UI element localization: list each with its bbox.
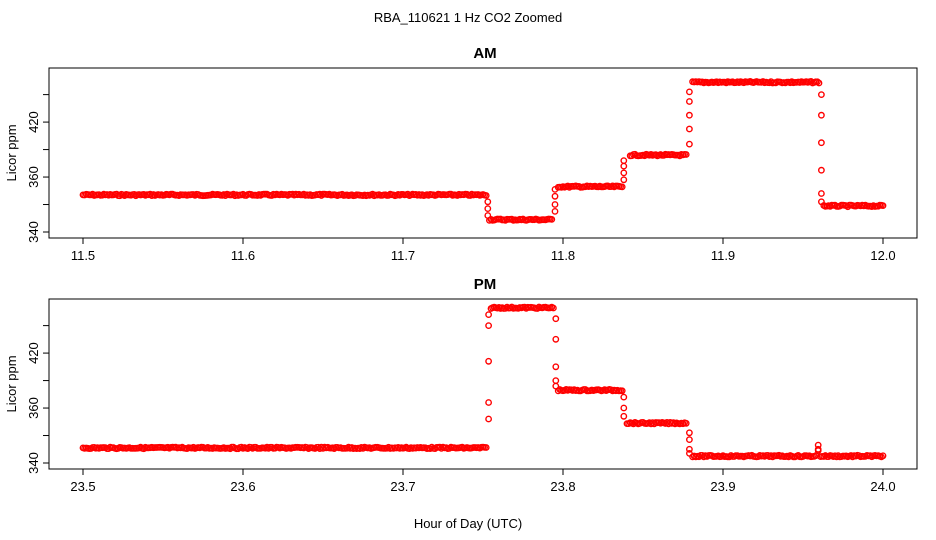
am-transition-3-point [686, 111, 693, 119]
am-transition-0-point [484, 212, 492, 219]
panel-am-x-axis: 11.5 11.6 11.7 11.8 11.9 12.0 [71, 238, 896, 263]
am-x-tick-label: 11.6 [231, 248, 255, 263]
am-plateau-3-point [682, 151, 690, 158]
am-plateau-0-point [482, 192, 490, 199]
figure-xlabel: Hour of Day (UTC) [414, 516, 522, 531]
pm-transition-1-point [552, 377, 560, 384]
panel-am: AM 11.5 11.6 11.7 11.8 11.9 12.0 340 360 420 Li… [4, 45, 918, 263]
pm-transition-4-point [814, 445, 822, 453]
am-transition-4-point [818, 111, 825, 119]
panel-pm-title: PM [474, 276, 497, 293]
am-transition-1-point [551, 207, 559, 215]
am-plateau-4-point [815, 79, 823, 87]
am-x-tick-label: 11.7 [391, 248, 415, 263]
pm-plateau-0-point [482, 444, 490, 451]
panel-am-ylabel: Licor ppm [4, 124, 19, 181]
am-x-tick-label: 12.0 [870, 248, 895, 263]
pm-x-tick-label: 23.7 [390, 479, 415, 494]
pm-transition-3-point [686, 449, 693, 457]
pm-transition-3-point [686, 429, 693, 437]
am-plateau-5-point [879, 202, 887, 210]
am-transition-0-point [484, 205, 492, 213]
am-transition-0-point [484, 198, 492, 206]
pm-x-tick-label: 23.8 [550, 479, 575, 494]
panel-pm-frame [48, 298, 918, 470]
pm-transition-0-point [485, 311, 492, 318]
am-transition-3-point [686, 98, 693, 105]
pm-transition-0-point [485, 415, 492, 423]
am-plateau-1-point [548, 215, 556, 223]
am-y-tick-label: 420 [26, 111, 41, 133]
panel-pm-points [79, 303, 887, 461]
panel-am-title: AM [473, 45, 496, 62]
pm-transition-0-point [485, 322, 492, 329]
pm-transition-1-point [552, 315, 560, 323]
pm-transition-1-point [552, 363, 560, 371]
pm-transition-2-point [620, 393, 628, 401]
pm-transition-4-point [814, 441, 822, 449]
panel-pm-ylabel: Licor ppm [4, 355, 19, 412]
pm-plateau-5-point [879, 452, 887, 460]
pm-x-tick-label: 23.5 [70, 479, 95, 494]
panel-pm-y-axis: 340 360 420 [26, 325, 49, 474]
am-x-tick-label: 11.5 [71, 248, 95, 263]
pm-transition-2-point [620, 404, 628, 412]
panel-pm: PM 23.5 23.6 23.7 23.8 23.9 24.0 340 360 420 Li… [4, 276, 918, 494]
pm-y-tick-label: 340 [26, 452, 41, 474]
am-transition-1-point [551, 185, 559, 193]
am-transition-2-point [620, 176, 628, 184]
am-transition-4-point [818, 139, 825, 147]
pm-x-tick-label: 23.6 [230, 479, 255, 494]
pm-plateau-1-point [550, 304, 557, 312]
am-transition-4-point [818, 166, 825, 174]
am-x-tick-label: 11.8 [551, 248, 575, 263]
am-transition-1-point [551, 192, 559, 200]
pm-transition-2-point [620, 412, 628, 420]
am-transition-3-point [686, 125, 693, 133]
am-transition-3-point [686, 88, 693, 96]
am-y-tick-label: 340 [26, 221, 41, 243]
pm-plateau-3-point [682, 419, 690, 427]
figure-suptitle: RBA_110621 1 Hz CO2 Zoomed [374, 10, 562, 25]
pm-transition-0-point [485, 357, 492, 365]
pm-x-tick-label: 24.0 [870, 479, 895, 494]
panel-am-y-axis: 340 360 420 [26, 94, 49, 243]
am-plateau-2-point [618, 183, 626, 191]
am-transition-2-point [620, 169, 628, 177]
am-transition-4-point [818, 91, 825, 99]
pm-y-tick-label: 420 [26, 342, 41, 364]
pm-x-tick-label: 23.9 [710, 479, 735, 494]
pm-transition-1-point [552, 335, 560, 343]
pm-transition-1-point [552, 382, 560, 390]
am-transition-3-point [686, 140, 693, 148]
pm-transition-3-point [686, 445, 693, 453]
am-transition-2-point [620, 157, 628, 165]
am-transition-1-point [551, 201, 559, 208]
panel-pm-x-axis: 23.5 23.6 23.7 23.8 23.9 24.0 [70, 469, 896, 494]
pm-y-tick-label: 360 [26, 397, 41, 419]
panel-am-frame [48, 67, 918, 239]
pm-plateau-2-point [618, 387, 626, 395]
am-transition-4-point [818, 198, 825, 206]
pm-transition-3-point [686, 436, 693, 443]
panel-am-points [79, 78, 887, 224]
am-transition-2-point [620, 162, 628, 170]
am-y-tick-label: 360 [26, 166, 41, 188]
am-transition-4-point [818, 190, 825, 197]
am-x-tick-label: 11.9 [711, 248, 735, 263]
pm-transition-0-point [485, 399, 492, 406]
